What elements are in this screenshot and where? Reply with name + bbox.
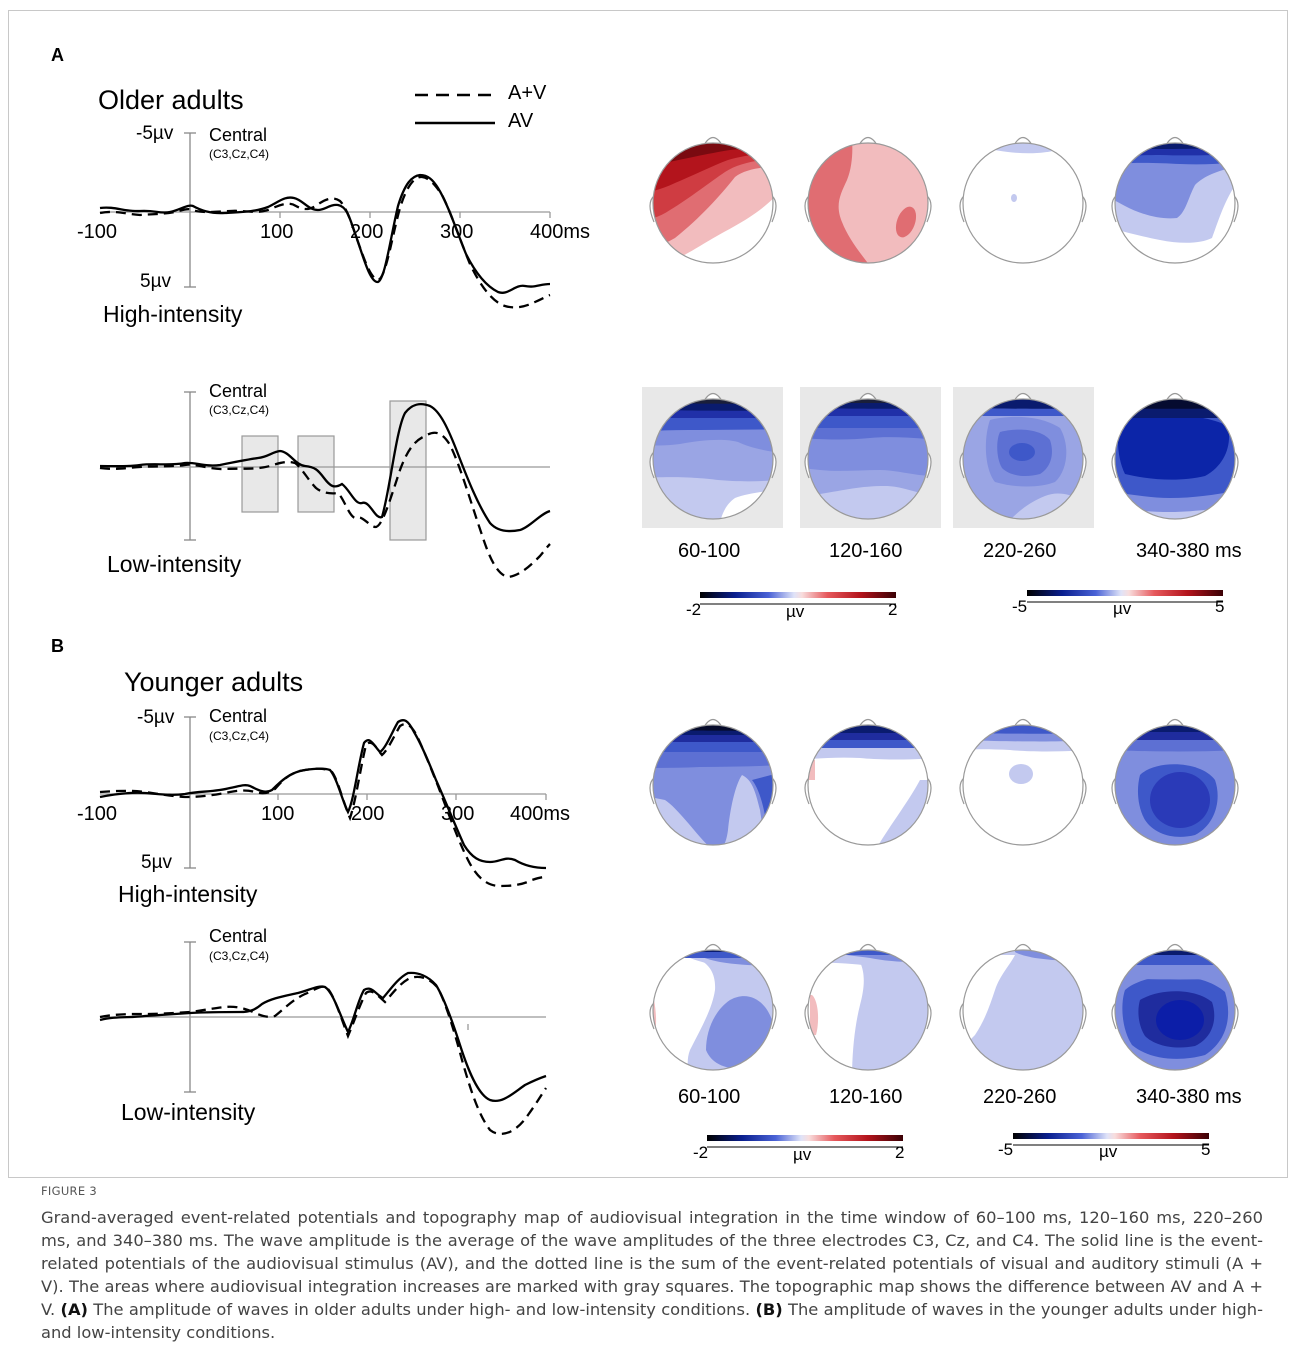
channel-label: Central <box>209 125 267 145</box>
topomap-younger-low-120-160 <box>804 943 932 1071</box>
time-window-label: 340-380 ms <box>1136 1086 1242 1108</box>
erp-plot-younger-high: -5µv 5µv Central (C3,Cz,C4) -100 100 200… <box>77 706 570 907</box>
tick-label: 200 <box>351 803 384 825</box>
panel-b-group-title: Younger adults <box>124 667 303 697</box>
figure-3-graphic: A Older adults A+V AV -5µv 5µv Central (… <box>51 45 1242 1164</box>
condition-label: High-intensity <box>118 881 258 907</box>
time-window-label: 60-100 <box>678 540 740 562</box>
channel-label: Central <box>209 381 267 401</box>
y-top-label: -5µv <box>136 123 174 144</box>
colorbar-min: -2 <box>693 1143 708 1162</box>
colorbar-small-scale: -2 µv 2 <box>686 592 897 621</box>
time-window-label: 60-100 <box>678 1086 740 1108</box>
topomap-younger-high-120-160 <box>804 718 932 846</box>
channel-label: Central <box>209 706 267 726</box>
colorbar-max: 2 <box>895 1143 904 1162</box>
tick-label: 400ms <box>530 221 590 243</box>
tick-label: -100 <box>77 803 117 825</box>
time-window-label: 220-260 <box>983 540 1056 562</box>
av-solid-line <box>99 402 551 533</box>
legend-solid-label: AV <box>508 110 534 132</box>
colorbar-unit: µv <box>1099 1142 1118 1161</box>
topomap-older-high-120-160 <box>804 136 932 264</box>
colorbar-unit: µv <box>786 602 805 621</box>
colorbar-max: 5 <box>1215 597 1224 616</box>
panel-a-group-title: Older adults <box>98 85 244 115</box>
erp-plot-older-low: Central (C3,Cz,C4) Low-intensity <box>99 381 551 579</box>
tick-label: 100 <box>260 221 293 243</box>
y-bottom-label: 5µv <box>140 271 172 292</box>
legend: A+V AV <box>415 82 547 132</box>
topomap-younger-low-340-380 <box>1111 943 1239 1071</box>
topomap-younger-high-220-260 <box>959 718 1087 846</box>
topomap-younger-low-220-260 <box>959 943 1087 1071</box>
colorbar-small-scale: -2 µv 2 <box>693 1135 904 1164</box>
colorbar-max: 5 <box>1201 1140 1210 1159</box>
topomap-older-low-220-260 <box>959 392 1087 520</box>
y-bottom-label: 5µv <box>141 852 173 873</box>
tick-label: 200 <box>350 221 383 243</box>
legend-dashed-label: A+V <box>508 82 547 104</box>
panel-b-label: B <box>51 636 64 656</box>
caption-ref-a: (A) <box>60 1300 88 1319</box>
colorbar-unit: µv <box>1113 599 1132 618</box>
erp-plot-older-high: -5µv 5µv Central (C3,Cz,C4) -100 100 200… <box>77 123 590 327</box>
tick-label: 400ms <box>510 803 570 825</box>
condition-label: High-intensity <box>103 301 243 327</box>
av-solid-line <box>99 971 547 1103</box>
colorbar-min: -5 <box>1012 597 1027 616</box>
caption-label: FIGURE 3 <box>41 1184 97 1198</box>
colorbar-unit: µv <box>793 1145 812 1164</box>
figure-frame <box>8 10 1288 1178</box>
channel-label: Central <box>209 926 267 946</box>
tick-label: 100 <box>261 803 294 825</box>
tick-label: -100 <box>77 221 117 243</box>
erp-plot-younger-low: Central (C3,Cz,C4) Low-intensity <box>99 926 547 1135</box>
a-plus-v-dashed-line <box>99 722 547 888</box>
condition-label: Low-intensity <box>107 551 242 577</box>
electrodes-label: (C3,Cz,C4) <box>209 403 269 417</box>
topomap-younger-low-60-100 <box>649 943 777 1071</box>
topomap-younger-high-340-380 <box>1111 718 1239 846</box>
colorbar-min: -2 <box>686 600 701 619</box>
caption-text: Grand-averaged event-related potentials … <box>41 1206 1263 1344</box>
av-solid-line <box>99 719 547 870</box>
a-plus-v-dashed-line <box>99 975 547 1135</box>
integration-window-box <box>297 435 335 513</box>
caption-ref-b: (B) <box>755 1300 783 1319</box>
time-window-label: 220-260 <box>983 1086 1056 1108</box>
topomap-older-low-120-160 <box>804 392 932 520</box>
caption-text-2: The amplitude of waves in older adults u… <box>93 1300 751 1319</box>
y-top-label: -5µv <box>137 707 175 728</box>
panel-a-label: A <box>51 45 64 65</box>
av-solid-line <box>99 173 551 294</box>
time-window-label: 120-160 <box>829 1086 902 1108</box>
figure-caption: FIGURE 3 Grand-averaged event-related po… <box>41 1184 1263 1344</box>
integration-window-box <box>241 435 279 513</box>
electrodes-label: (C3,Cz,C4) <box>209 729 269 743</box>
electrodes-label: (C3,Cz,C4) <box>209 949 269 963</box>
topomap-older-high-60-100 <box>649 136 777 264</box>
integration-window-box <box>389 400 427 541</box>
a-plus-v-dashed-line <box>99 431 551 579</box>
topomap-older-high-340-380 <box>1111 136 1239 264</box>
colorbar-max: 2 <box>888 600 897 619</box>
topomap-older-low-340-380 <box>1111 392 1239 520</box>
caption-text-1: Grand-averaged event-related potentials … <box>41 1208 1263 1319</box>
time-window-label: 120-160 <box>829 540 902 562</box>
condition-label: Low-intensity <box>121 1099 256 1125</box>
colorbar-large-scale: -5 µv 5 <box>1012 590 1224 618</box>
electrodes-label: (C3,Cz,C4) <box>209 147 269 161</box>
time-window-label: 340-380 ms <box>1136 540 1242 562</box>
colorbar-large-scale: -5 µv 5 <box>998 1133 1210 1161</box>
caption-text-3: The amplitude of waves in the younger ad… <box>41 1300 1264 1342</box>
topomap-older-high-220-260 <box>959 136 1087 264</box>
colorbar-min: -5 <box>998 1140 1013 1159</box>
topomap-younger-high-60-100 <box>649 718 777 846</box>
